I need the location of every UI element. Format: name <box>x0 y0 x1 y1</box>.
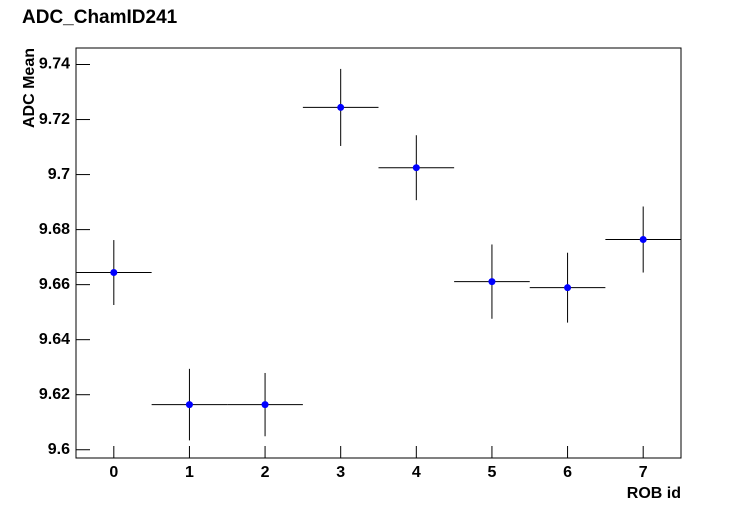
y-tick-label: 9.64 <box>39 331 70 348</box>
data-point <box>261 401 269 409</box>
x-tick-label: 6 <box>563 464 572 481</box>
y-tick-label: 9.66 <box>39 276 70 293</box>
y-tick-label: 9.7 <box>48 166 70 183</box>
data-point <box>185 401 193 409</box>
x-tick-label: 4 <box>412 464 421 481</box>
data-point <box>412 164 420 172</box>
x-tick-label: 0 <box>109 464 118 481</box>
y-tick-label: 9.72 <box>39 111 70 128</box>
data-point <box>488 278 496 286</box>
data-point <box>110 269 118 277</box>
x-tick-label: 7 <box>639 464 648 481</box>
plot-frame <box>75 47 682 459</box>
data-point <box>337 103 345 111</box>
y-tick-label: 9.74 <box>39 56 70 73</box>
x-tick-label: 5 <box>487 464 496 481</box>
x-tick-label: 1 <box>185 464 194 481</box>
x-tick-label: 3 <box>336 464 345 481</box>
x-tick-label: 2 <box>261 464 270 481</box>
y-tick-label: 9.62 <box>39 386 70 403</box>
data-point <box>639 236 647 244</box>
chart-title: ADC_ChamID241 <box>22 7 178 28</box>
x-axis-label: ROB id <box>627 485 681 502</box>
y-axis-label: ADC Mean <box>21 48 38 128</box>
y-tick-label: 9.6 <box>48 441 70 458</box>
y-tick-label: 9.68 <box>39 221 70 238</box>
data-point <box>564 284 572 292</box>
